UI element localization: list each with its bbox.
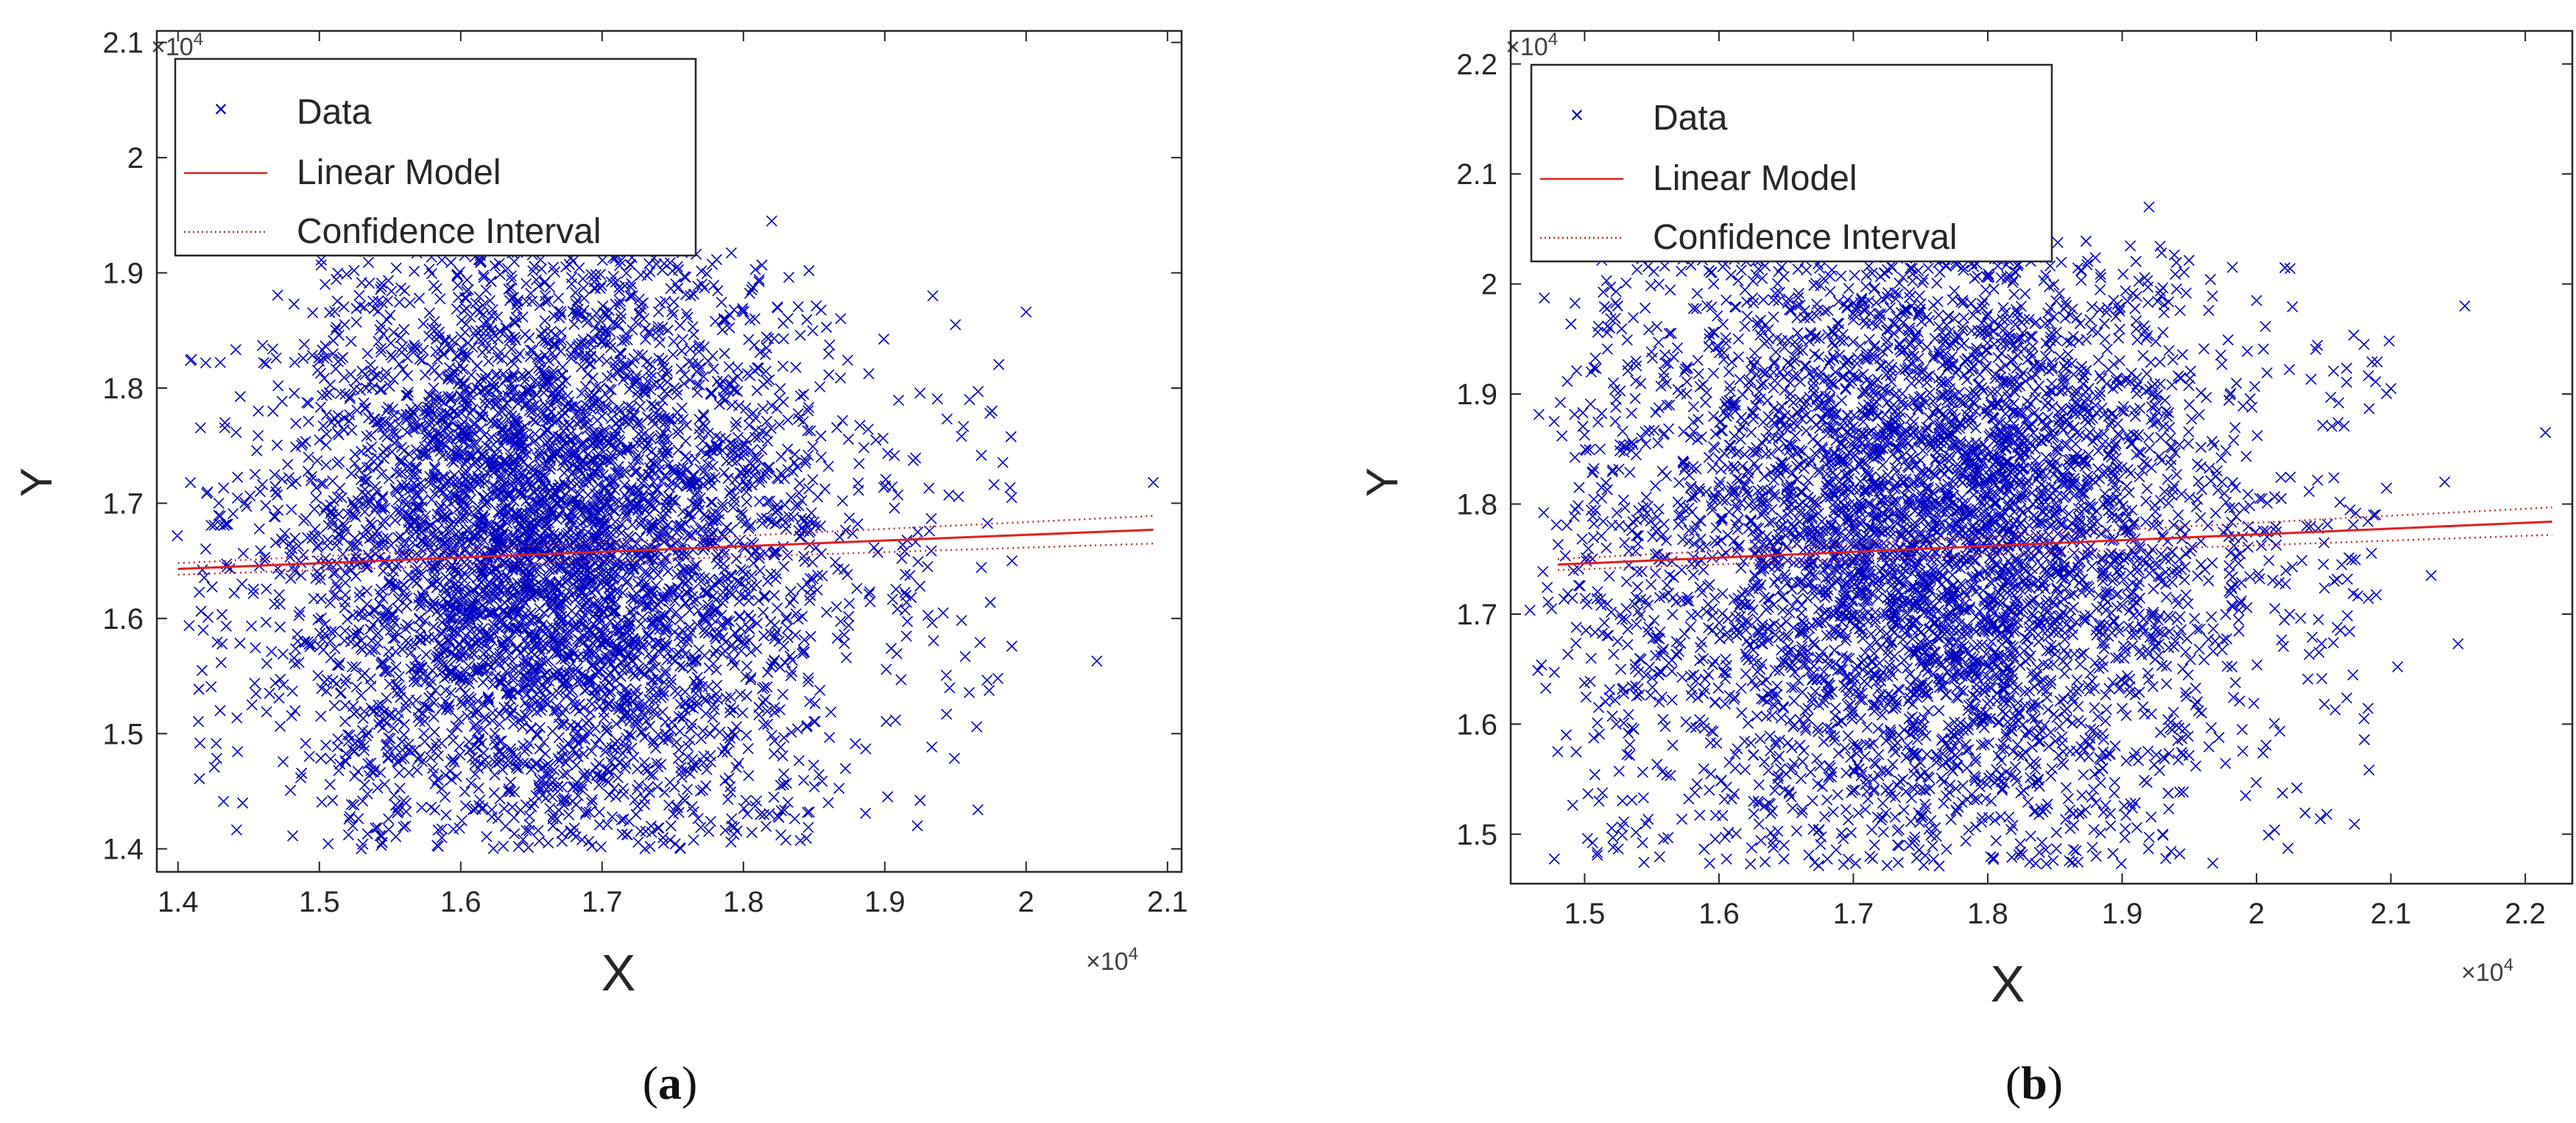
scatter-points [1524,201,2552,872]
chart-panel-a: ×104 1.4 1.5 1.6 1.7 1.8 1.9 2 2.11.41.51.61.71… [12,27,1188,1109]
y-tick-label: 2.1 [1456,158,1497,191]
panel-b-legend-data-marker: × [1570,102,1584,128]
panel-b-x-exponent: ×104 [2461,955,2513,987]
y-tick-label: 1.6 [1456,708,1497,741]
y-tick-label: 1.5 [1456,819,1497,851]
ci-upper-line [1557,506,2552,560]
panel-a-lines [177,515,1154,576]
panel-a-legend-data-label: Data [297,93,372,132]
y-tick-label: 1.4 [102,834,144,866]
x-tick-label: 2 [1018,886,1034,918]
y-tick-label: 2.1 [102,27,144,60]
panel-a-x-exponent: ×104 [1086,944,1138,976]
x-tick-label: 1.8 [723,886,764,918]
panel-a-legend: × Data Linear Model Confidence Interval [174,57,697,257]
panel-a-legend-ci-label: Confidence Interval [297,212,601,251]
panel-a-legend-data-marker: × [214,96,228,122]
panel-a-label: (a) [643,1057,698,1109]
x-tick-label: 2.1 [1147,886,1188,918]
x-tick-label: 1.7 [1833,898,1874,930]
panel-a-y-axis-label: Y [12,468,61,497]
x-tick-label: 2.1 [2371,898,2412,930]
panel-a-legend-model-label: Linear Model [297,153,501,192]
x-tick-label: 1.7 [582,886,623,918]
panel-b-scatter [1524,201,2552,872]
y-tick-label: 1.8 [1456,489,1497,521]
panel-b-legend-box [1530,63,2053,263]
x-tick-label: 1.8 [1967,898,2008,930]
y-tick-label: 1.5 [102,718,144,750]
y-tick-label: 1.7 [102,487,144,520]
linear-model-line [177,528,1154,571]
panel-b-y-axis-label: Y [1358,468,1407,497]
x-tick-label: 1.9 [864,886,906,918]
panel-a-x-axis-label: X [601,944,636,1001]
panel-a-axes-box [155,29,1183,873]
x-tick-label: 1.5 [299,886,340,918]
x-tick-label: 1.5 [1564,898,1606,930]
ci-lower-line [1557,534,2552,571]
y-tick-label: 2 [127,142,144,175]
linear-model-line [1557,520,2552,566]
panel-b-label: (b) [2005,1057,2063,1109]
panel-b-axes-box [1509,29,2574,885]
y-tick-label: 1.8 [102,373,144,405]
y-tick-label: 1.7 [1456,599,1497,631]
panel-a-legend-box [174,57,697,257]
panel-a-ticks: 1.4 1.5 1.6 1.7 1.8 1.9 2 2.1 1.4 1.5 1.6 1.7 1.8 1.9… [102,27,1188,918]
scatter-points [172,215,1160,855]
panel-b-legend-model-label: Linear Model [1653,159,1857,198]
panel-a-x-multiplier: ×104 [151,29,203,61]
x-tick-label: 1.6 [440,886,481,918]
panel-a-scatter [172,215,1160,855]
y-tick-label: 1.9 [1456,379,1497,411]
panel-b-legend-ci-label: Confidence Interval [1653,218,1958,257]
x-tick-label: 1.9 [2102,898,2143,930]
panel-b-legend: × Data Linear Model Confidence Interval [1530,63,2053,263]
chart-panel-b: ×104 1.5 1.6 1.7 1.8 1.9 2 2.1 2.21.51.61.71.81… [1358,29,2574,1109]
y-tick-label: 1.9 [102,258,144,290]
x-tick-label: 2.2 [2505,898,2546,930]
y-tick-label: 1.6 [102,603,144,636]
panel-b-x-axis-label: X [1991,955,2025,1013]
panel-b-legend-data-label: Data [1653,99,1728,138]
y-tick-label: 2 [1481,269,1497,301]
panel-b-lines [1557,506,2552,571]
x-tick-label: 1.6 [1698,898,1740,930]
x-tick-label: 1.4 [158,886,199,918]
panel-b-y-multiplier: ×104 [1506,29,1558,61]
y-tick-label: 2.2 [1456,49,1497,81]
panel-b-ticks: 1.5 1.6 1.7 1.8 1.9 2 2.1 2.2 1.5 1.6 1.7 1.8 1.9 2 2.… [1456,31,2572,930]
x-tick-label: 2 [2248,898,2265,930]
